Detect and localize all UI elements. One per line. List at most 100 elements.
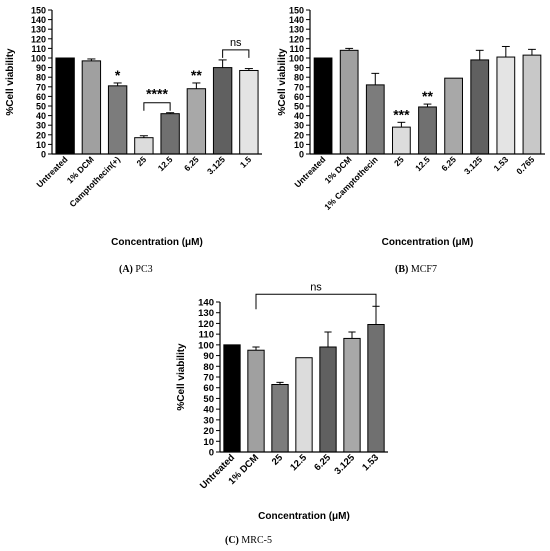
x-tick-label: 3.125	[205, 154, 227, 176]
x-tick-label: 1.53	[360, 452, 381, 473]
y-tick-label: 110	[31, 44, 46, 54]
bar	[367, 324, 385, 453]
x-tick-label: Camptothecin(+)	[67, 154, 122, 209]
y-tick-label: 140	[289, 15, 304, 25]
x-tick-label: 1.5	[238, 154, 254, 170]
significance-bracket-label: ns	[230, 37, 242, 49]
bar	[239, 69, 259, 155]
x-axis-label: Concentration (μM)	[258, 511, 350, 522]
y-tick-label: 110	[199, 330, 214, 341]
x-tick-label: 0.765	[514, 154, 536, 176]
y-axis-label: %Cell viability	[176, 343, 187, 411]
y-tick-label: 150	[31, 6, 46, 16]
bar	[81, 60, 102, 155]
y-tick-label: 80	[203, 362, 214, 373]
y-tick-label: 80	[294, 73, 304, 83]
y-tick-label: 10	[36, 140, 46, 150]
bar	[418, 106, 437, 155]
significance-label: **	[422, 88, 433, 104]
bar	[496, 56, 516, 155]
bar	[55, 57, 75, 155]
caption-a-name: PC3	[135, 264, 153, 275]
y-tick-label: 30	[294, 121, 304, 131]
chart-panel-a: 0 10 20 30 40 50 60 70 80 90 100 110 120 130 140 150 %Ce…	[0, 0, 275, 275]
x-tick-label: 1.53	[491, 154, 510, 173]
significance-bracket	[222, 49, 250, 58]
bar	[392, 126, 411, 155]
y-tick-label: 140	[198, 298, 214, 309]
x-axis-label: Concentration (μM)	[382, 237, 474, 248]
bar	[313, 57, 333, 155]
y-tick-label: 130	[198, 308, 214, 319]
bar	[247, 349, 265, 453]
y-tick-label: 130	[31, 25, 46, 35]
x-tick-label: Untreated	[292, 154, 327, 189]
y-tick-label: 20	[36, 130, 46, 140]
x-tick-label: 25	[392, 154, 406, 168]
significance-bracket	[255, 293, 377, 310]
chart-panel-c: 0 10 20 30 40 50 60 70 80 90 100 110 120 130 140 %Cell …	[150, 280, 410, 551]
bar	[212, 67, 233, 155]
x-tick-label: Untreated	[34, 154, 69, 189]
bar	[343, 337, 361, 453]
x-tick-label: 3.125	[333, 452, 358, 477]
bar	[470, 59, 490, 155]
y-tick-label: 50	[36, 102, 46, 112]
y-tick-label: 40	[36, 111, 46, 121]
significance-bracket-label: ns	[310, 281, 322, 293]
y-tick-label: 90	[36, 63, 46, 73]
y-tick-label: 90	[294, 63, 304, 73]
x-tick-label: 6.25	[312, 452, 333, 473]
y-tick-label: 100	[31, 54, 46, 64]
y-tick-label: 70	[203, 373, 214, 384]
bar	[134, 137, 154, 155]
x-tick-label: Untreated	[198, 452, 237, 491]
significance-bracket-label: ****	[146, 86, 168, 102]
x-tick-label: 12.5	[288, 452, 309, 473]
significance-label: ***	[393, 106, 410, 122]
y-tick-label: 120	[198, 319, 214, 330]
bar	[365, 84, 385, 155]
y-tick-label: 110	[289, 44, 304, 54]
y-tick-label: 40	[203, 405, 214, 416]
bar	[223, 344, 241, 453]
y-tick-label: 80	[36, 73, 46, 83]
bar	[160, 113, 180, 155]
caption-b-name: MCF7	[410, 264, 437, 275]
bar	[107, 85, 128, 155]
y-tick-label: 0	[299, 150, 304, 160]
bar	[444, 77, 463, 155]
y-tick-label: 50	[294, 102, 304, 112]
y-tick-label: 120	[289, 34, 304, 44]
x-tick-label: 12.5	[156, 154, 175, 173]
x-tick-label: 25	[270, 452, 286, 468]
chart-panel-b: 0 10 20 30 40 50 60 70 80 90 100 110 120 130 140 150 %Ce…	[275, 0, 550, 275]
caption-b: (B) MCF7	[395, 264, 437, 275]
y-tick-label: 150	[289, 6, 304, 16]
y-tick-label: 140	[31, 15, 46, 25]
y-axis-label: %Cell viability	[5, 48, 16, 116]
y-tick-label: 40	[294, 111, 304, 121]
significance-label: **	[191, 67, 202, 83]
x-tick-label: 6.25	[439, 154, 458, 173]
bar	[339, 49, 359, 155]
x-tick-label: 25	[135, 154, 149, 168]
caption-a: (A) PC3	[119, 264, 153, 275]
x-tick-label: 12.5	[413, 154, 432, 173]
y-tick-label: 0	[209, 448, 214, 459]
y-axis-label: %Cell viability	[277, 48, 288, 116]
bar	[295, 357, 313, 453]
y-tick-label: 100	[289, 54, 304, 64]
y-tick-label: 100	[198, 340, 214, 351]
y-tick-label: 50	[203, 394, 214, 405]
bar	[319, 346, 337, 453]
caption-b-letter: (B)	[395, 264, 409, 275]
y-tick-label: 130	[289, 25, 304, 35]
caption-c-name: MRC-5	[241, 535, 272, 546]
y-tick-label: 70	[294, 82, 304, 92]
y-tick-label: 60	[294, 92, 304, 102]
x-axis-label: Concentration (μM)	[111, 237, 203, 248]
